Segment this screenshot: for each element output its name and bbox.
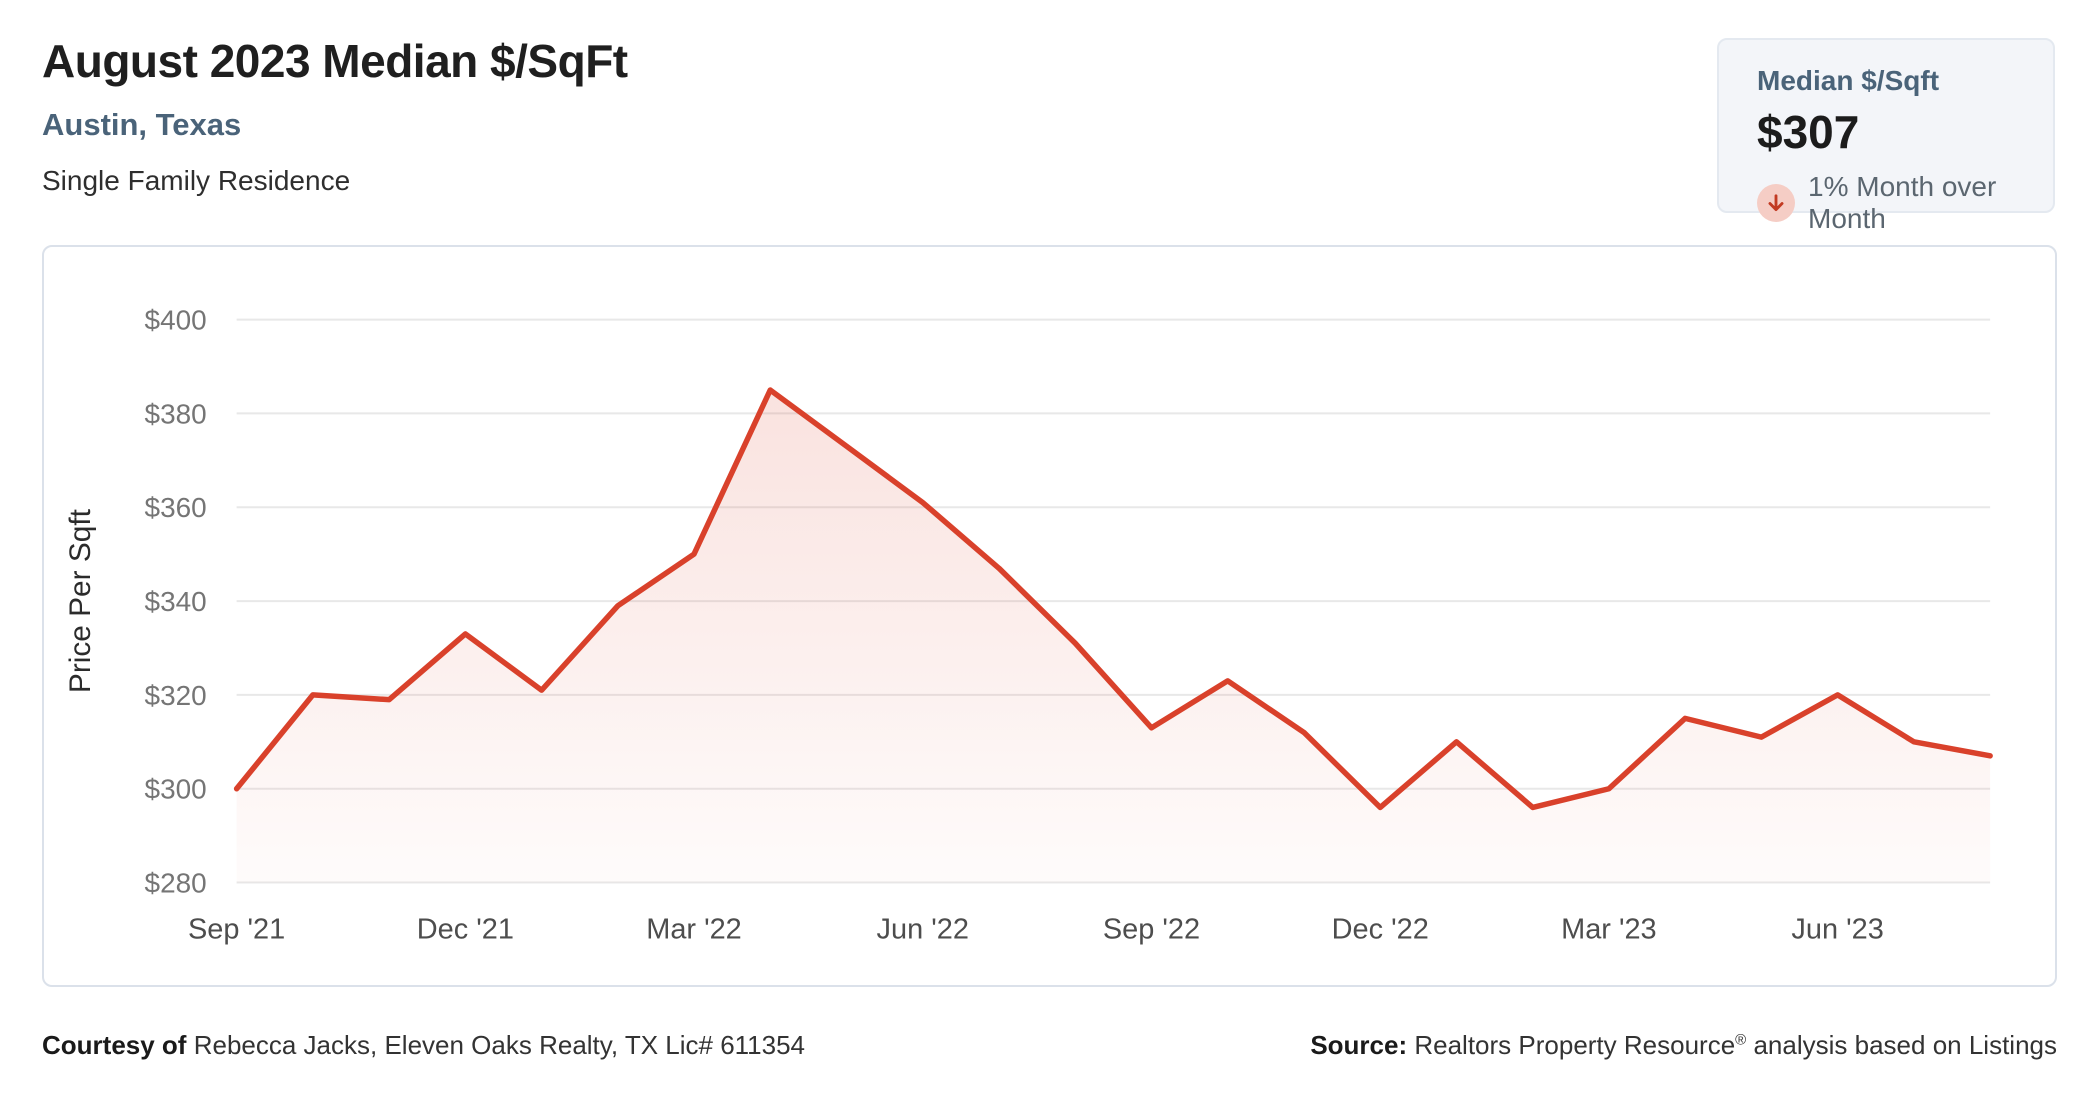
summary-value: $307 (1757, 106, 1860, 158)
area-fill (236, 390, 1991, 883)
svg-text:$380: $380 (145, 398, 207, 429)
registered-mark: ® (1735, 1031, 1747, 1049)
svg-text:$400: $400 (145, 305, 207, 336)
svg-text:$300: $300 (145, 774, 207, 805)
price-line-chart[interactable]: $280 $300 $320 $340 $360 $380 $400 Sep '21 Dec '… (44, 247, 2055, 985)
svg-text:Dec '21: Dec '21 (417, 913, 514, 945)
svg-text:Mar '23: Mar '23 (1561, 913, 1657, 945)
svg-text:$340: $340 (145, 586, 207, 617)
svg-text:Mar '22: Mar '22 (646, 913, 742, 945)
median-summary-card: Median $/Sqft $307 1% Month over Month (1717, 38, 2055, 234)
courtesy-label: Courtesy of (42, 1030, 187, 1060)
svg-text:Jun '22: Jun '22 (877, 913, 969, 945)
svg-text:$320: $320 (145, 680, 207, 711)
property-type-subtitle: Single Family Residence (42, 164, 351, 196)
source-value-rest: analysis based on Listings (1753, 1030, 2057, 1060)
source-value-main: Realtors Property Resource (1414, 1030, 1736, 1060)
courtesy-value: Rebecca Jacks, Eleven Oaks Realty, TX Li… (193, 1030, 806, 1060)
svg-text:Sep '22: Sep '22 (1103, 913, 1200, 945)
trend-text: 1% Month over Month (1808, 171, 1997, 234)
svg-text:$280: $280 (145, 868, 207, 899)
summary-trend: 1% Month over Month (1757, 171, 2053, 235)
footer: Courtesy of Rebecca Jacks, Eleven Oaks R… (42, 1030, 2057, 1061)
svg-text:Sep '21: Sep '21 (188, 913, 285, 945)
svg-text:$360: $360 (145, 492, 207, 523)
summary-label: Median $/Sqft (1757, 65, 1940, 96)
header: August 2023 Median $/SqFt Austin, Texas … (42, 36, 628, 197)
svg-text:Jun '23: Jun '23 (1791, 913, 1883, 945)
source-label: Source: (1310, 1030, 1408, 1060)
location-subtitle: Austin, Texas (42, 106, 242, 142)
page-title: August 2023 Median $/SqFt (42, 35, 628, 87)
svg-text:Dec '22: Dec '22 (1332, 913, 1429, 945)
chart-card: $280 $300 $320 $340 $360 $380 $400 Sep '21 Dec '… (42, 245, 2057, 987)
source-text: Source: Realtors Property Resource® anal… (1310, 1030, 2057, 1061)
price-line (233, 387, 1993, 811)
courtesy-text: Courtesy of Rebecca Jacks, Eleven Oaks R… (42, 1030, 805, 1061)
svg-text:Price Per Sqft: Price Per Sqft (64, 508, 97, 693)
down-arrow-icon (1757, 184, 1795, 222)
